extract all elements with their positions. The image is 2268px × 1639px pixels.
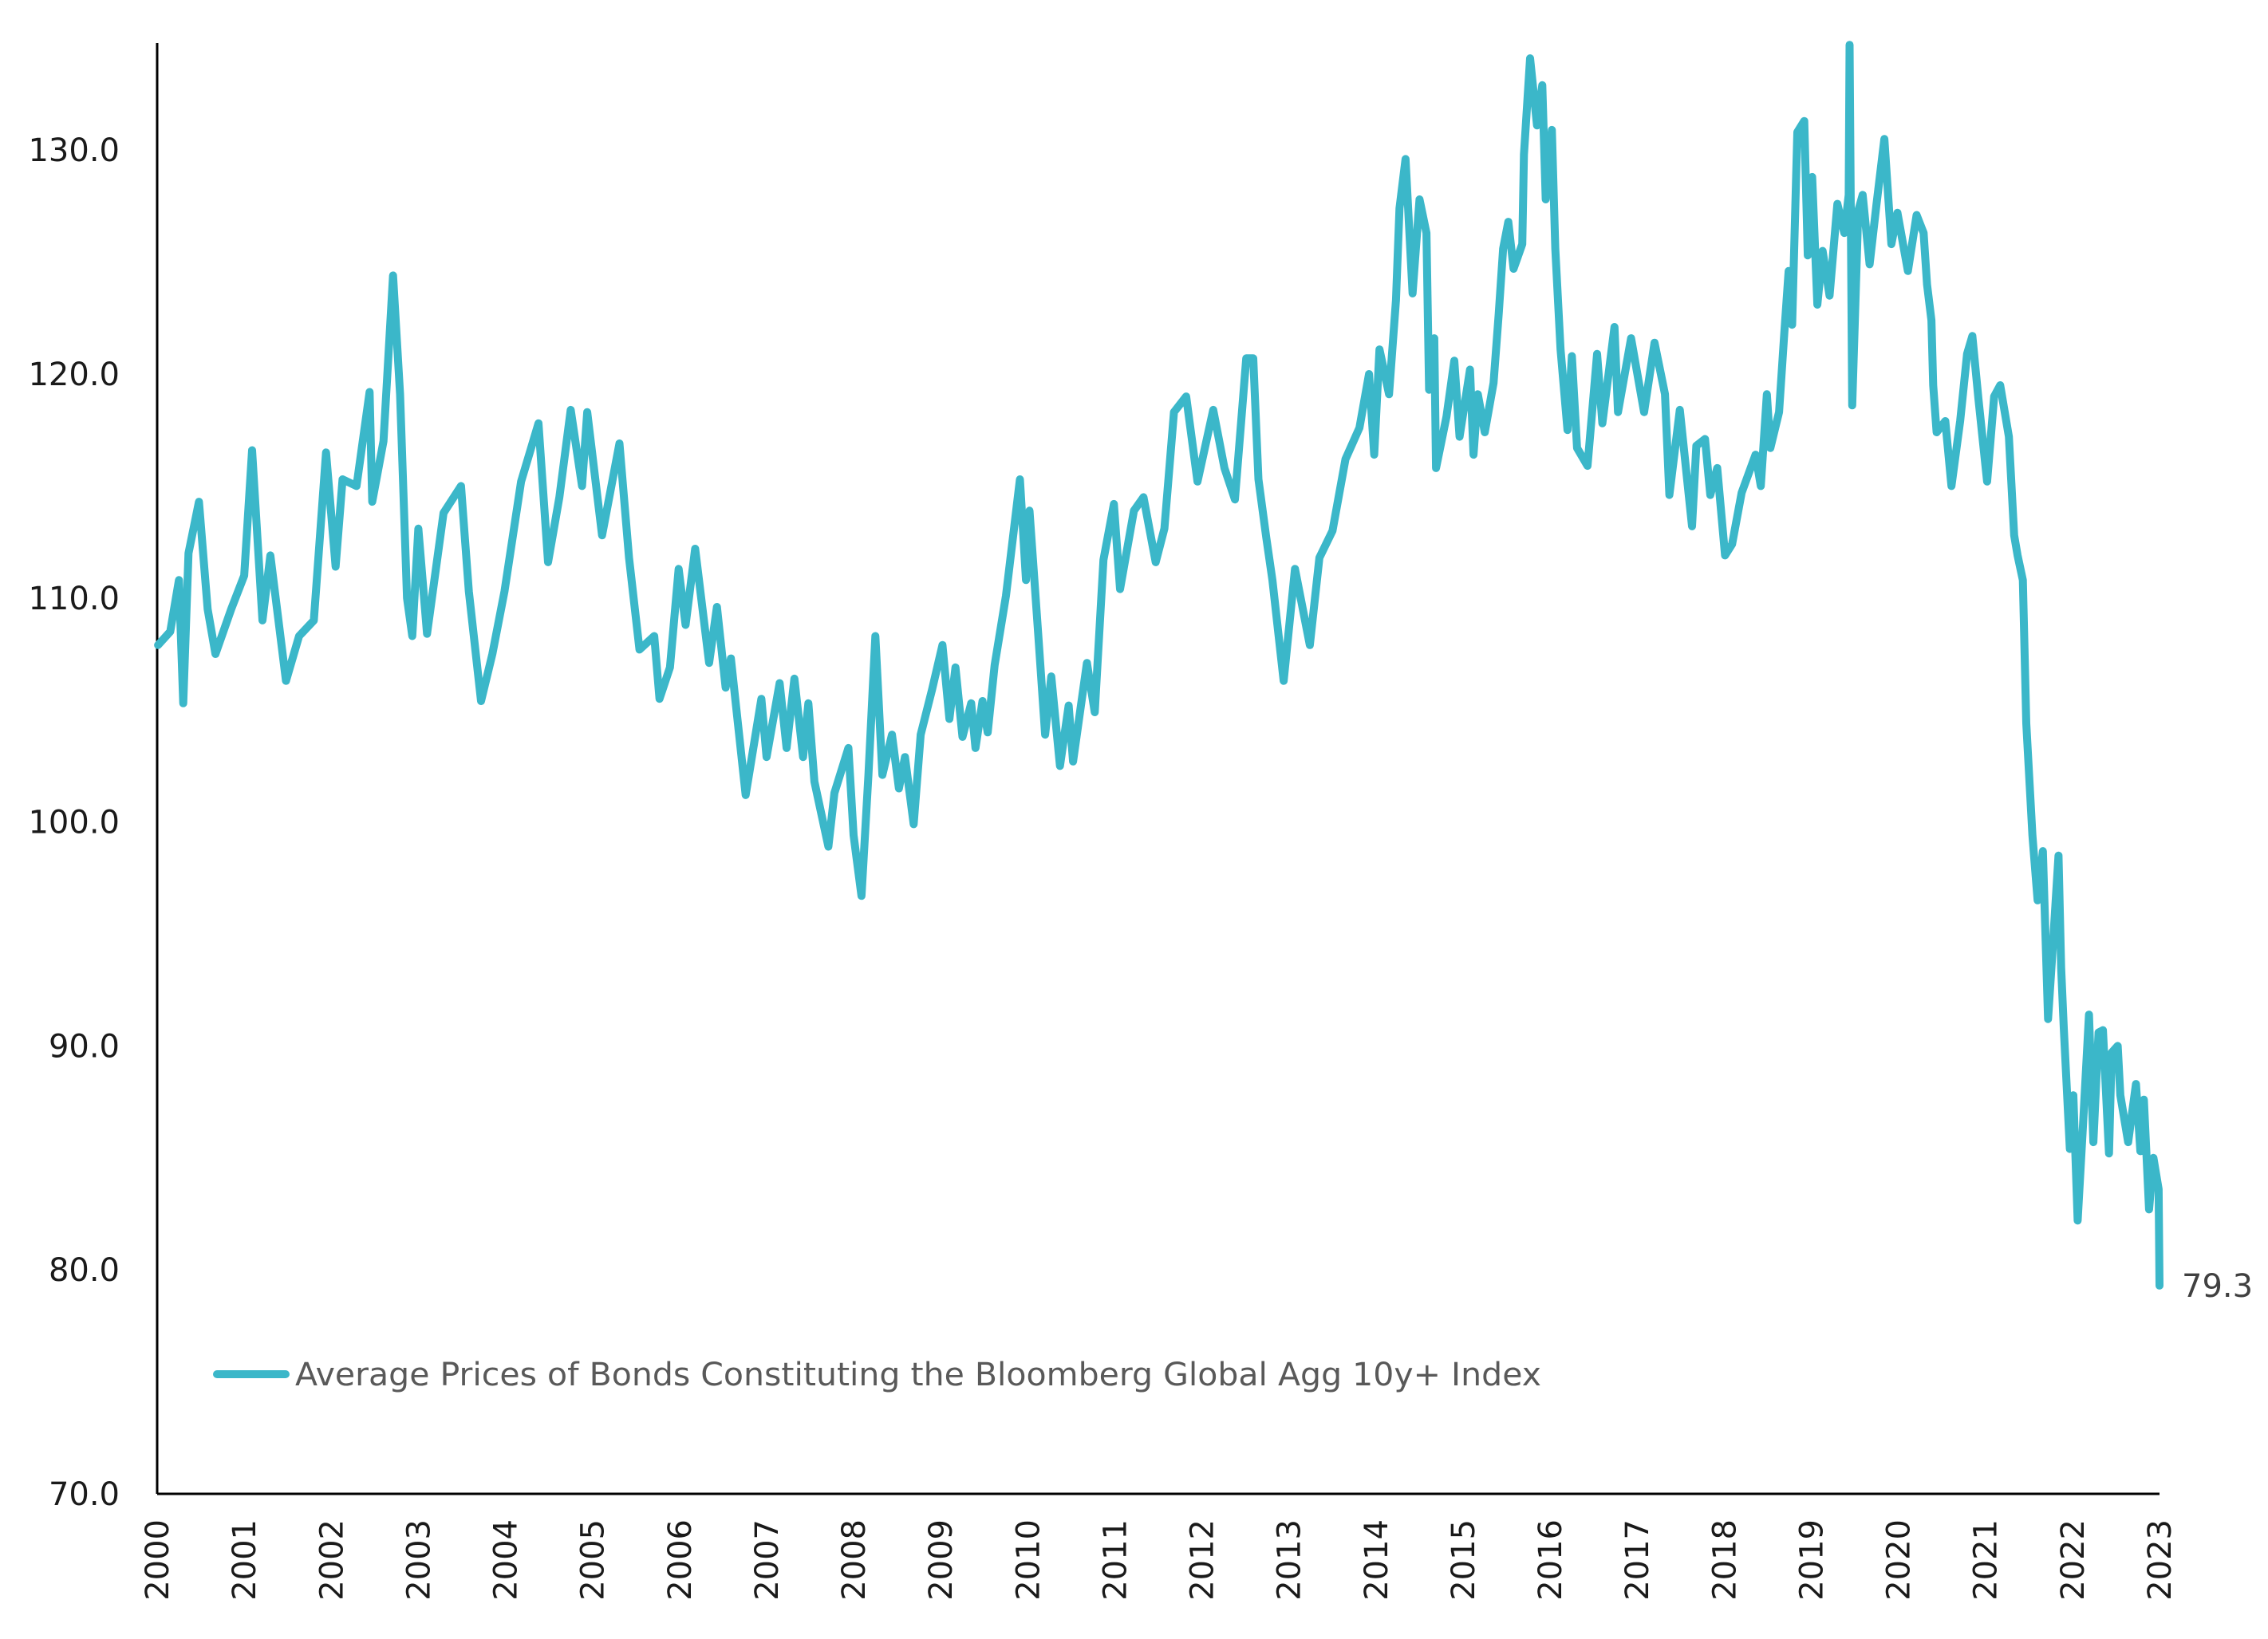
end-value-label: 79.3 — [2182, 1268, 2253, 1305]
x-tick-label: 2007 — [749, 1519, 786, 1601]
x-tick-label: 2003 — [400, 1519, 437, 1601]
x-tick-label: 2018 — [1706, 1519, 1743, 1601]
x-tick-label: 2015 — [1446, 1519, 1482, 1601]
y-tick-label: 100.0 — [28, 805, 120, 841]
x-tick-label: 2013 — [1272, 1519, 1308, 1601]
x-tick-label: 2006 — [662, 1519, 699, 1601]
y-tick-labels: 70.0 80.0 90.0 100.0 110.0 120.0 130.0 — [28, 132, 120, 1513]
series-line — [154, 41, 2163, 1290]
y-tick-label: 130.0 — [28, 132, 120, 169]
x-tick-label: 2009 — [923, 1519, 960, 1601]
x-tick-label: 2000 — [140, 1519, 176, 1601]
y-tick-label: 90.0 — [49, 1028, 120, 1065]
x-tick-label: 2011 — [1097, 1519, 1134, 1601]
x-tick-label: 2021 — [1968, 1519, 2005, 1601]
x-tick-label: 2017 — [1619, 1519, 1656, 1601]
legend: Average Prices of Bonds Constituting the… — [213, 1357, 1541, 1393]
x-tick-label: 2008 — [836, 1519, 873, 1601]
y-tick-label: 110.0 — [28, 581, 120, 617]
x-tick-label: 2005 — [575, 1519, 612, 1601]
y-tick-label: 80.0 — [49, 1252, 120, 1289]
x-tick-label: 2019 — [1793, 1519, 1830, 1601]
x-tick-label: 2016 — [1532, 1519, 1569, 1601]
x-tick-label: 2002 — [314, 1519, 350, 1601]
legend-label: Average Prices of Bonds Constituting the… — [295, 1357, 1541, 1393]
x-tick-label: 2020 — [1881, 1519, 1918, 1601]
x-tick-label: 2014 — [1359, 1519, 1395, 1601]
x-tick-label: 2022 — [2055, 1519, 2092, 1601]
x-tick-label: 2023 — [2142, 1519, 2179, 1601]
axes — [156, 43, 2160, 1495]
y-tick-label: 120.0 — [28, 357, 120, 393]
x-tick-label: 2004 — [488, 1519, 525, 1601]
x-tick-labels: 2000 2001 2002 2003 2004 2005 2006 2007 2008 2009… — [140, 1519, 2179, 1601]
x-tick-label: 2012 — [1185, 1519, 1221, 1601]
x-tick-label: 2001 — [227, 1519, 263, 1601]
y-tick-label: 70.0 — [49, 1476, 120, 1513]
x-tick-label: 2010 — [1010, 1519, 1047, 1601]
